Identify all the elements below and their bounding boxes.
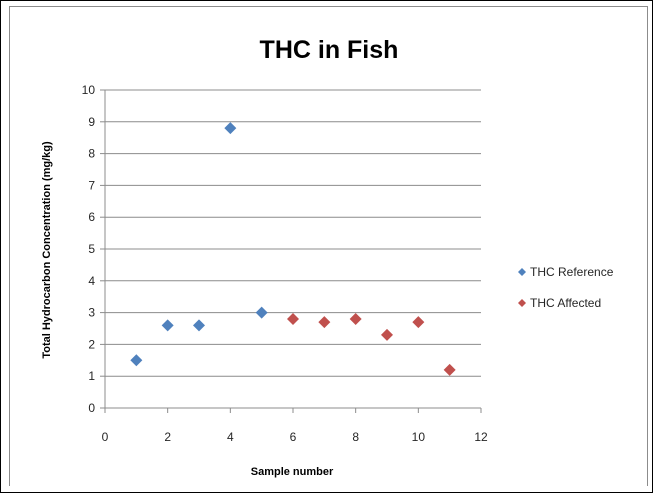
y-tick-label: 2: [88, 337, 95, 351]
x-tick-label: 0: [102, 430, 109, 444]
y-tick-label: 4: [88, 274, 95, 288]
affected-data-point: [412, 316, 425, 329]
affected-data-point: [381, 328, 393, 341]
x-tick-label: 8: [352, 430, 359, 444]
axes: [104, 90, 482, 413]
x-tick-label: 4: [227, 430, 234, 444]
chart-area: [9, 6, 648, 486]
affected-data-point: [349, 312, 362, 325]
legend-marker: [518, 268, 526, 276]
reference-data-point: [224, 122, 237, 135]
x-axis-title: Sample number: [251, 466, 334, 478]
y-tick-label: 10: [82, 83, 96, 97]
y-tick-labels: 0 1 2 3 4 5 6 7 8 9 10: [82, 83, 96, 415]
legend: THC Reference THC Affected: [518, 265, 614, 310]
legend-label: THC Reference: [530, 265, 614, 279]
y-tick-label: 7: [88, 178, 95, 192]
y-tick-label: 9: [88, 115, 95, 129]
affected-data-point: [318, 316, 331, 329]
chart-title: THC in Fish: [260, 36, 399, 64]
reference-data-point: [193, 319, 205, 332]
affected-data-point: [287, 312, 299, 325]
x-tick-label: 6: [290, 430, 297, 444]
y-tick-label: 5: [88, 242, 95, 256]
reference-data-point: [161, 319, 174, 332]
x-tick-label: 10: [412, 430, 426, 444]
gridlines: [100, 89, 481, 409]
reference-data-point: [130, 354, 143, 367]
x-tick-label: 2: [164, 430, 171, 444]
y-tick-label: 8: [88, 147, 95, 161]
y-tick-label: 0: [88, 401, 95, 415]
data-points: [130, 122, 456, 376]
y-axis-title: Total Hydrocarbon Concentration (mg/kg): [41, 141, 53, 359]
y-tick-label: 1: [88, 369, 95, 383]
legend-label: THC Affected: [530, 296, 601, 310]
y-tick-label: 3: [88, 306, 95, 320]
affected-data-point: [443, 363, 456, 376]
legend-marker: [518, 299, 526, 307]
reference-data-point: [255, 306, 268, 319]
x-tick-label: 12: [474, 430, 488, 444]
x-tick-labels: 0 2 4 6 8 10 12: [102, 430, 488, 444]
y-tick-label: 6: [88, 210, 95, 224]
